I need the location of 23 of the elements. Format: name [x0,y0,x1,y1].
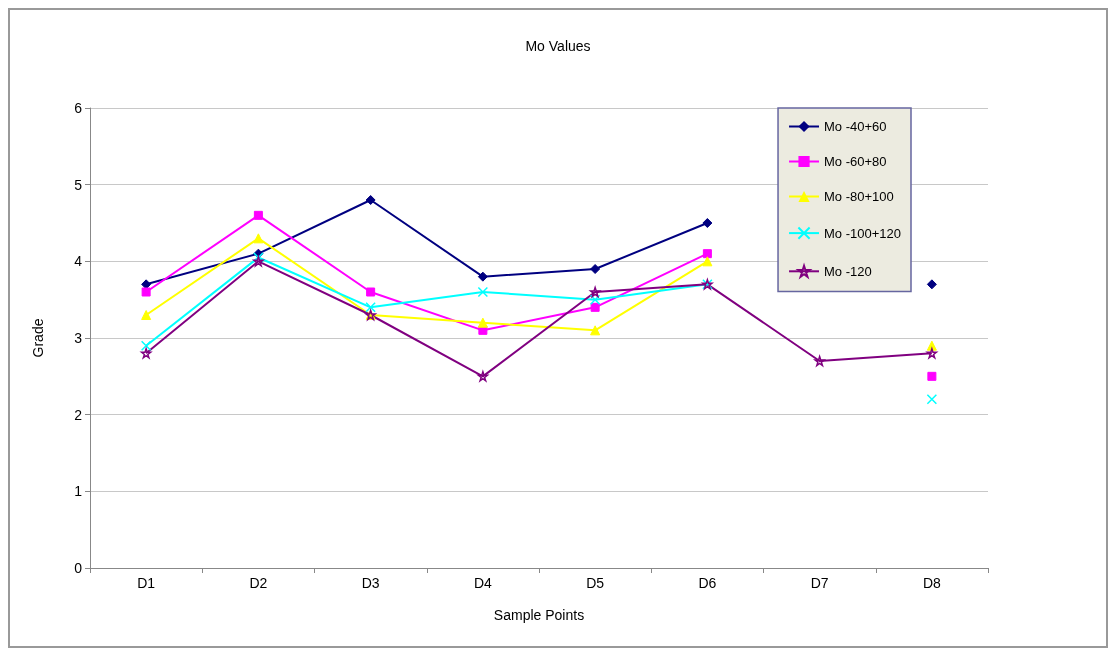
y-axis-title: Grade [30,318,46,358]
x-tick-label: D6 [698,575,717,591]
y-tick-label: 4 [74,253,83,270]
x-tick-label: D5 [586,575,605,591]
x-tick-label: D8 [922,575,942,591]
legend-label: Mo -80+100 [824,189,894,204]
legend-label: Mo -60+80 [824,154,887,169]
x-tick-label: D2 [249,575,268,591]
x-tick-label: D3 [361,575,380,591]
y-tick-label: 3 [74,330,83,346]
legend-label: Mo -40+60 [824,119,887,134]
y-tick-label: 5 [74,176,83,193]
legend-label: Mo -100+120 [824,225,902,241]
x-tick-label: D1 [137,575,156,591]
legend-label: Mo -120 [824,263,872,279]
y-tick-label: 1 [74,483,83,500]
x-tick-label: D7 [810,575,829,591]
x-axis-title: Sample Points [493,607,585,623]
y-tick-label: 0 [74,560,83,576]
y-tick-label: 6 [74,100,83,116]
chart-title: Mo Values [525,38,591,54]
y-tick-label: 2 [74,406,83,423]
x-tick-label: D4 [473,575,493,591]
